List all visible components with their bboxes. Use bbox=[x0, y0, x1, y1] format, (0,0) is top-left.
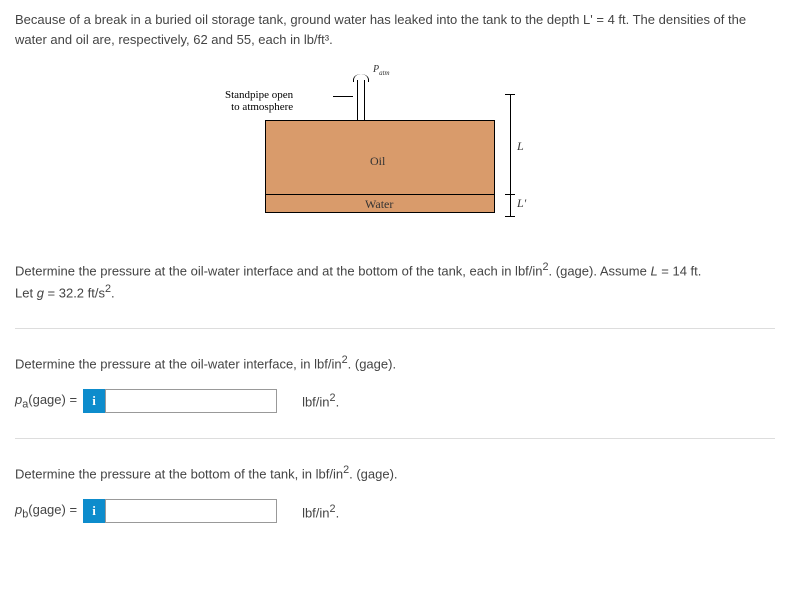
part-a-label: pa(gage) = bbox=[15, 392, 77, 411]
dim-bot-tick bbox=[505, 216, 515, 217]
problem-statement: Because of a break in a buried oil stora… bbox=[15, 10, 775, 49]
dim-lprime-line bbox=[510, 194, 511, 216]
part-b-input[interactable] bbox=[105, 499, 277, 523]
info-icon[interactable]: i bbox=[83, 389, 105, 413]
part-a-prompt: Determine the pressure at the oil-water … bbox=[15, 354, 775, 371]
standpipe-pipe bbox=[357, 80, 365, 122]
standpipe-label: Standpipe open to atmosphere bbox=[225, 89, 293, 113]
dim-lprime-label: L' bbox=[517, 196, 526, 211]
info-icon[interactable]: i bbox=[83, 499, 105, 523]
part-a-input[interactable] bbox=[105, 389, 277, 413]
part-b-label: pb(gage) = bbox=[15, 502, 77, 521]
part-b-prompt: Determine the pressure at the bottom of … bbox=[15, 464, 775, 481]
oil-label: Oil bbox=[370, 154, 385, 169]
part-b-unit: lbf/in2. bbox=[302, 503, 339, 520]
divider-2 bbox=[15, 438, 775, 439]
divider-1 bbox=[15, 328, 775, 329]
dim-l-label: L bbox=[517, 139, 524, 154]
diagram-container: Patm Standpipe open to atmosphere Oil Wa… bbox=[15, 64, 775, 234]
patm-label: Patm bbox=[373, 64, 390, 77]
part-a-unit: lbf/in2. bbox=[302, 392, 339, 409]
tank-diagram: Patm Standpipe open to atmosphere Oil Wa… bbox=[205, 64, 585, 234]
main-question: Determine the pressure at the oil-water … bbox=[15, 259, 775, 303]
dim-l-line bbox=[510, 94, 511, 194]
water-label: Water bbox=[365, 197, 393, 212]
part-b-answer-row: pb(gage) = i lbf/in2. bbox=[15, 499, 775, 523]
standpipe-leader-line bbox=[333, 96, 353, 97]
part-a-answer-row: pa(gage) = i lbf/in2. bbox=[15, 389, 775, 413]
